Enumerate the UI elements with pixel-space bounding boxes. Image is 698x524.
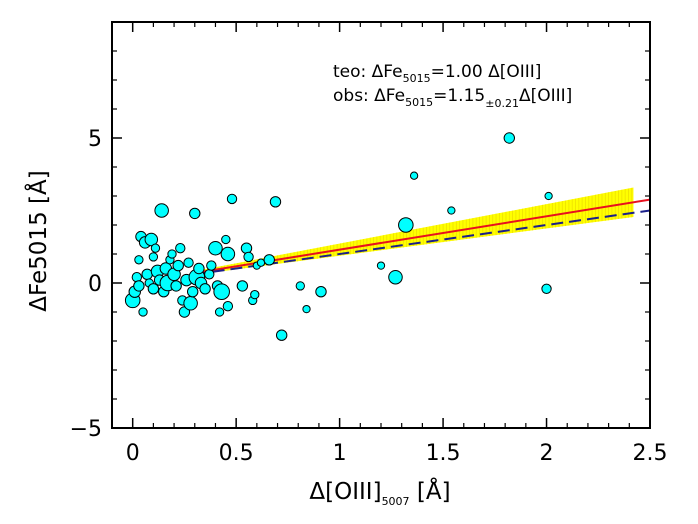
data-point xyxy=(187,286,199,298)
data-point xyxy=(240,242,253,254)
data-point xyxy=(263,254,275,266)
x-tick-label: 2.5 xyxy=(633,441,668,466)
legend-teo: teo: ΔFe5015=1.00 Δ[OIII] xyxy=(333,62,541,85)
data-point xyxy=(409,171,419,180)
data-point xyxy=(226,193,238,205)
data-point xyxy=(144,232,159,247)
data-point xyxy=(275,329,288,341)
data-point xyxy=(183,296,198,311)
data-point xyxy=(236,280,249,292)
data-point xyxy=(183,257,194,268)
data-point xyxy=(269,196,282,208)
legend-teo-sub: 5015 xyxy=(403,72,431,85)
data-point xyxy=(134,255,144,265)
legend-obs-prefix: obs: ΔFe xyxy=(333,86,405,106)
legend-obs: obs: ΔFe5015=1.15±0.21Δ[OIII] xyxy=(333,86,572,110)
data-point xyxy=(220,246,236,262)
data-point xyxy=(315,286,327,298)
data-point xyxy=(150,243,161,253)
x-tick-label: 0.5 xyxy=(219,441,254,466)
data-point xyxy=(175,243,186,254)
data-point xyxy=(302,304,311,314)
data-point xyxy=(295,281,305,291)
data-point xyxy=(138,307,148,317)
x-axis-label-unit: [Å] xyxy=(410,477,451,505)
x-axis-label: Δ[OIII]5007 [Å] xyxy=(309,477,450,508)
data-point xyxy=(154,203,169,218)
data-point xyxy=(256,258,266,267)
data-point xyxy=(221,234,231,245)
x-tick-label: 0 xyxy=(126,441,140,466)
data-point xyxy=(376,261,386,270)
data-point xyxy=(199,283,211,295)
legend-teo-prefix: teo: ΔFe xyxy=(333,62,403,82)
data-point xyxy=(193,262,205,275)
data-point xyxy=(170,280,182,292)
data-point xyxy=(167,249,177,259)
legend-obs-sub: 5015 xyxy=(405,96,433,109)
legend-teo-suffix: =1.00 Δ[OIII] xyxy=(431,62,542,82)
legend-obs-suffix: Δ[OIII] xyxy=(519,86,572,106)
data-point xyxy=(503,132,515,144)
band-fill xyxy=(194,187,634,275)
x-tick-label: 1.5 xyxy=(426,441,461,466)
data-point xyxy=(541,283,552,294)
data-point xyxy=(147,283,160,295)
data-point xyxy=(141,268,153,280)
x-axis-label-sub: 5007 xyxy=(382,495,410,508)
y-tick-label: 5 xyxy=(88,127,102,152)
x-tick-label: 1 xyxy=(333,441,347,466)
x-axis-label-main: Δ[OIII] xyxy=(309,479,381,505)
legend-obs-err: ±0.21 xyxy=(485,97,519,110)
data-point xyxy=(213,283,230,301)
data-point xyxy=(133,280,145,292)
x-tick-label: 2 xyxy=(540,441,554,466)
data-point xyxy=(222,301,234,312)
data-point xyxy=(388,269,403,285)
legend-obs-mid: =1.15 xyxy=(433,86,485,106)
data-point xyxy=(172,259,184,272)
data-point xyxy=(208,240,223,256)
data-point xyxy=(206,260,217,271)
data-point xyxy=(250,289,260,300)
data-point xyxy=(148,252,159,262)
data-points xyxy=(124,132,553,341)
data-point xyxy=(447,206,456,215)
data-point xyxy=(398,217,414,233)
data-point xyxy=(243,251,254,263)
y-tick-label: 0 xyxy=(88,272,102,297)
data-point xyxy=(189,207,201,220)
data-point xyxy=(214,307,225,317)
axis-ticks: 0 0.5 1 1.5 2 2.5 −5 0 5 xyxy=(70,21,668,466)
data-point xyxy=(204,269,215,280)
y-axis-label: ΔFe5015 [Å] xyxy=(24,170,52,311)
y-tick-label: −5 xyxy=(70,417,102,442)
data-point xyxy=(544,191,553,201)
